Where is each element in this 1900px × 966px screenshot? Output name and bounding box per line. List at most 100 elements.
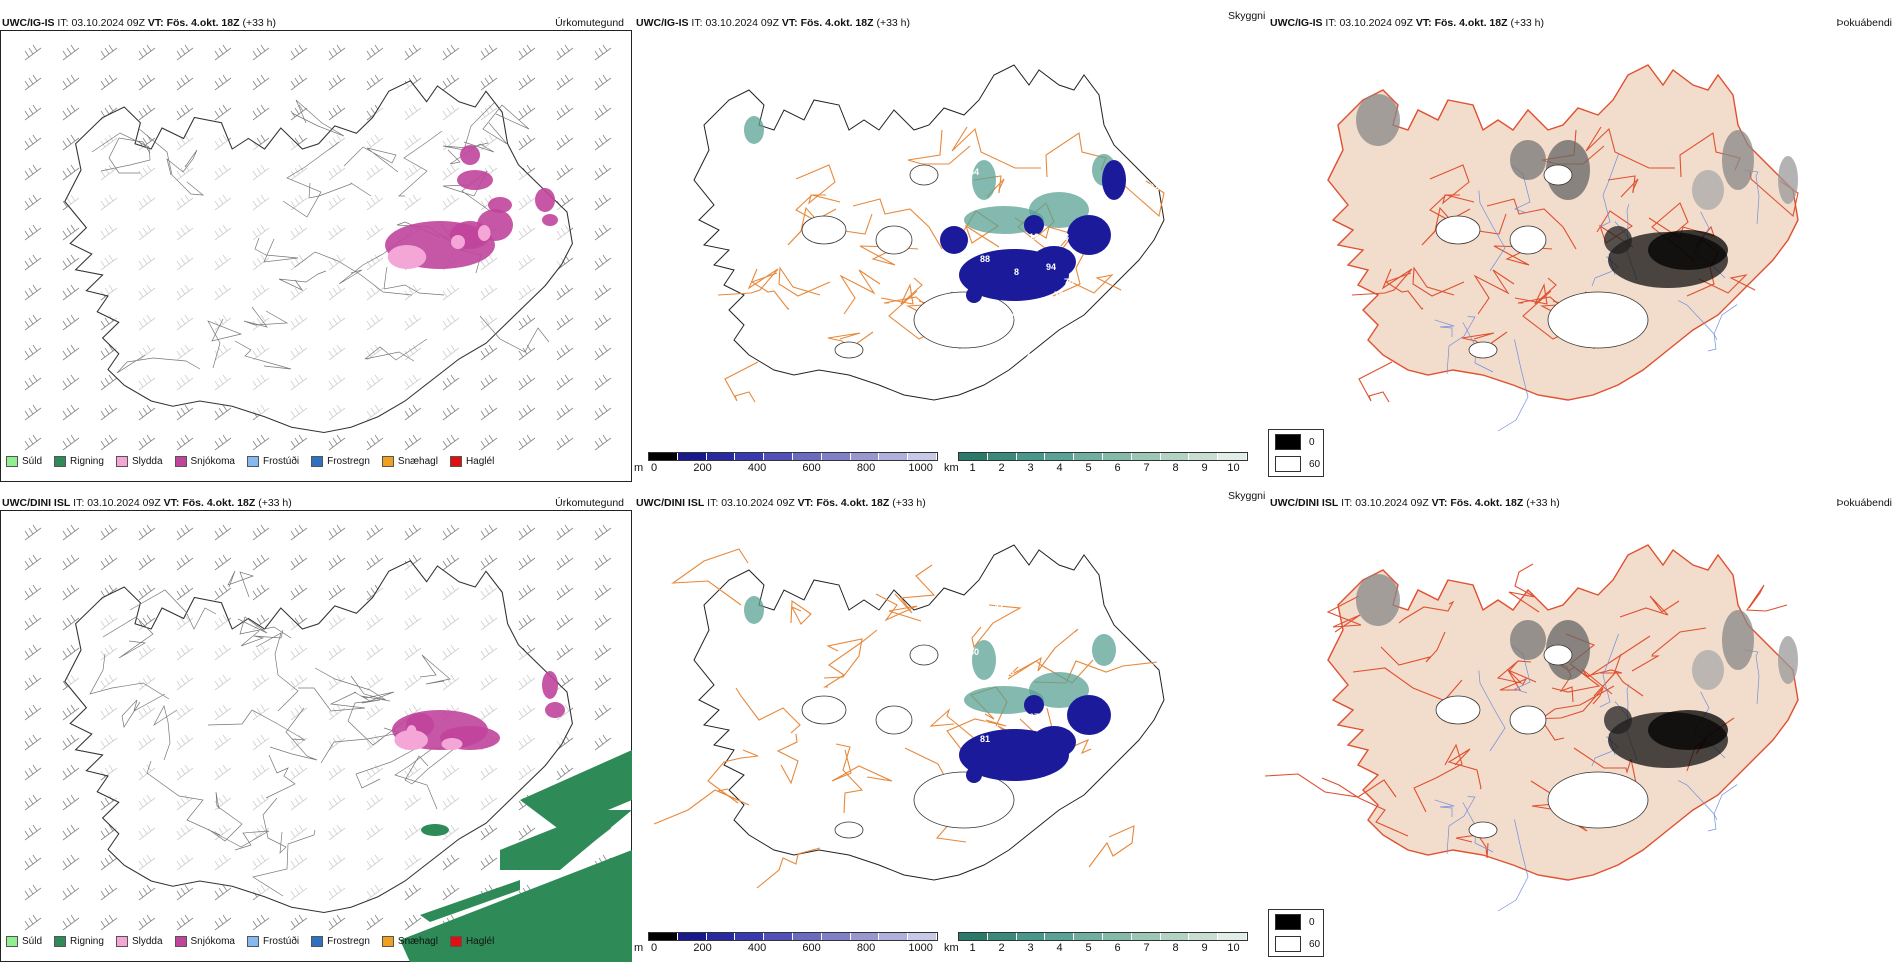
forecast-row: UWC/IG-IS IT: 03.10.2024 09Z VT: Fös. 4.… — [0, 10, 1900, 482]
snow-depth-label: 67 — [1029, 712, 1039, 722]
it-value: 03.10.2024 09Z — [71, 17, 145, 29]
colorbar-step — [1074, 933, 1103, 940]
colorbar-step — [959, 933, 988, 940]
colorbar-tick: 6 — [1114, 942, 1121, 954]
lead-time: (+33 h) — [1526, 497, 1560, 509]
legend-swatch — [6, 456, 18, 467]
model-name: UWC/IG-IS — [2, 17, 55, 29]
fog-key-label: 60 — [1309, 938, 1321, 950]
legend-item: Slydda — [115, 456, 163, 467]
fog-key-row: 0 — [1275, 914, 1315, 930]
colorbar-tick: 1000 — [908, 462, 933, 474]
colorbar-tick: 2 — [998, 462, 1005, 474]
snow-depth-label: 81 — [980, 734, 990, 744]
colorbar-step — [706, 933, 736, 940]
it-value: 03.10.2024 09Z — [1355, 497, 1429, 509]
fog-key-swatch — [1275, 434, 1301, 450]
colorbar-tick: 7 — [1143, 942, 1150, 954]
colorbar-step — [1131, 453, 1161, 460]
panel-type-label: Úrkomutegund — [555, 17, 624, 29]
colorbar-tick: 3 — [1027, 462, 1034, 474]
height-colorbar: m 0 200 400 600 800 1000 — [634, 932, 939, 966]
legend-label: Frostúði — [262, 456, 300, 467]
colorbar-tick: 600 — [802, 462, 821, 474]
colorbar-step — [987, 933, 1017, 940]
visibility-panel: UWC/IG-IS IT: 03.10.2024 09Z VT: Fös. 4.… — [634, 10, 1266, 482]
colorbar-tick: 1 — [969, 942, 976, 954]
lead-time: (+33 h) — [242, 17, 277, 29]
legend-swatch — [381, 456, 394, 467]
colorbar-track — [648, 452, 938, 461]
fog-key-label: 0 — [1309, 436, 1315, 448]
snow-depth-label: 10 — [1144, 167, 1154, 177]
colorbar-step — [792, 933, 822, 940]
model-name: UWC/IG-IS — [636, 17, 689, 29]
colorbar-tick: 200 — [693, 942, 712, 954]
legend-swatch — [174, 456, 187, 467]
panel-header: UWC/IG-IS IT: 03.10.2024 09Z VT: Fös. 4.… — [1270, 16, 1896, 30]
panel-header: UWC/DINI ISL IT: 03.10.2024 09Z VT: Fös.… — [1270, 496, 1896, 510]
legend-item: Súld — [6, 936, 42, 947]
colorbar-step — [1189, 933, 1219, 940]
legend-label: Frostregn — [327, 936, 370, 947]
legend-swatch — [246, 936, 259, 947]
snow-depth-label: 67 — [974, 240, 984, 250]
map-frame — [0, 30, 632, 482]
rain-areas — [400, 750, 632, 962]
legend-swatch — [311, 456, 324, 467]
precip-map — [24, 524, 632, 962]
it-value: 03.10.2024 09Z — [1339, 17, 1413, 29]
colorbar-step — [1102, 933, 1132, 940]
legend-swatch — [54, 936, 67, 947]
colorbar-step — [764, 453, 793, 460]
legend-swatch — [54, 456, 67, 467]
legend-item: Haglél — [449, 456, 494, 467]
panel-header: UWC/IG-IS IT: 03.10.2024 09Z VT: Fös. 4.… — [636, 16, 1262, 30]
colorbar-step — [850, 933, 880, 940]
snow-depth-label: 68 — [1004, 667, 1014, 677]
glacier-outlines — [801, 164, 1015, 359]
colorbar-tick: 1 — [969, 462, 976, 474]
legend-label: Frostúði — [262, 936, 300, 947]
snow-depth-label: 61 — [1144, 612, 1154, 622]
colorbar-step — [821, 453, 851, 460]
colorbar-step — [1218, 453, 1247, 460]
colorbar-tick: 7 — [1143, 462, 1150, 474]
snow-depth-label: 90 — [764, 82, 774, 92]
colorbar-track — [958, 932, 1248, 941]
lead-time: (+33 h) — [1510, 17, 1545, 29]
it-label: IT: — [1341, 497, 1353, 509]
colorbar-step — [1074, 453, 1103, 460]
panel-type-label: Þokuábendi — [1836, 497, 1892, 509]
legend-label: Snjókoma — [190, 936, 235, 947]
legend-item: Snjókoma — [174, 936, 235, 947]
lead-time: (+33 h) — [258, 497, 292, 509]
colorbar-tick: 10 — [1227, 942, 1240, 954]
vt-value: Fös. 4.okt. 18Z — [1450, 497, 1524, 509]
visibility-colorbar: km 1 2 3 4 5 6 7 8 9 10 — [944, 932, 1249, 966]
colorbar-step — [1102, 453, 1132, 460]
snow-depth-label: 54 — [994, 122, 1004, 132]
snow-depth-label: 203 — [1054, 232, 1069, 242]
panel-header: UWC/DINI ISL IT: 03.10.2024 09Z VT: Fös.… — [636, 496, 1262, 510]
panel-header: UWC/DINI ISL IT: 03.10.2024 09Z VT: Fös.… — [2, 496, 628, 510]
glacier-outlines — [1435, 164, 1649, 359]
colorbar-step — [879, 453, 909, 460]
visibility-map: 90 41 92 61 80 8 60 68 67 86 112 81 — [653, 544, 1165, 889]
vt-label: VT: — [147, 17, 164, 29]
colorbar-step — [706, 453, 736, 460]
road-network — [1264, 563, 1788, 859]
it-label: IT: — [1325, 17, 1337, 29]
snow-depth-label: 90 — [764, 562, 774, 572]
colorbar-step — [1131, 933, 1161, 940]
fog-key-swatch — [1275, 456, 1301, 472]
fog-key-swatch — [1275, 914, 1301, 930]
snow-depth-label: 88 — [1144, 132, 1154, 142]
legend-label: Slydda — [131, 936, 163, 947]
snow-depth-label: 92 — [1149, 182, 1159, 192]
colorbar-tick: 4 — [1056, 942, 1063, 954]
lead-time: (+33 h) — [876, 17, 911, 29]
colorbar-step — [1045, 453, 1075, 460]
colorbar-tick: 9 — [1201, 942, 1208, 954]
